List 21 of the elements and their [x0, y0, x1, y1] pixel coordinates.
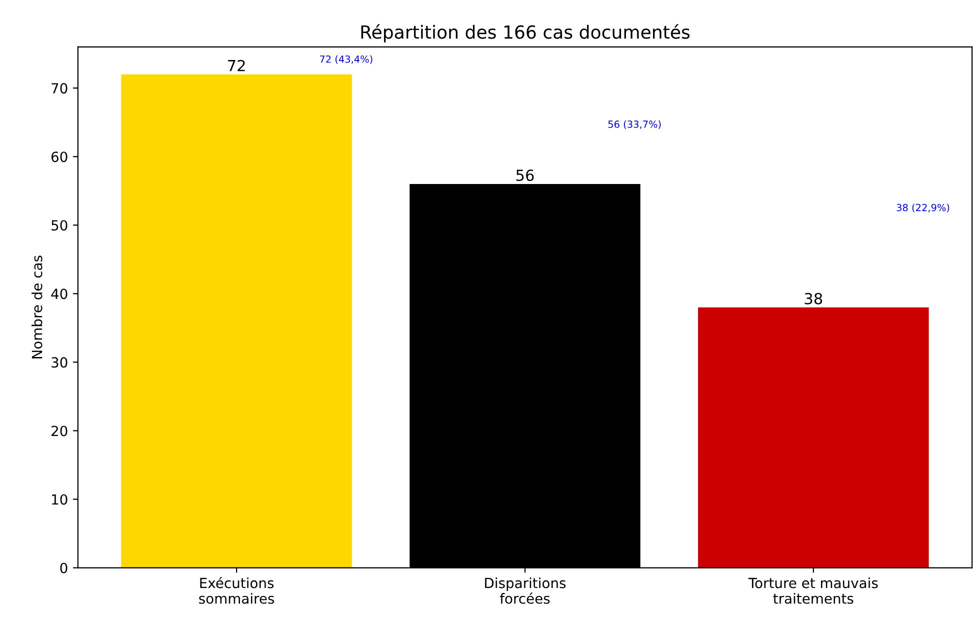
x-tick-label: Torture et mauvais traitements	[748, 578, 878, 604]
annotation: 38 (22,9%)	[896, 204, 950, 212]
annotation: 56 (33,7%)	[608, 120, 661, 130]
data-label: 38	[804, 292, 822, 304]
y-axis-title: Nombre de cas	[32, 256, 42, 358]
x-tick-label: Exécutions sommaires	[199, 576, 274, 604]
chart-title: Répartition des 166 cas documentés	[361, 24, 690, 42]
y-tick-label: 70	[52, 83, 68, 94]
y-tick-label: 30	[52, 357, 68, 368]
y-tick-label: 60	[51, 152, 68, 162]
bar	[698, 307, 929, 568]
data-label: 72	[228, 60, 245, 72]
y-tick-label: 10	[52, 494, 68, 505]
x-tick-label: Disparitions forcées	[485, 578, 566, 604]
data-label: 56	[516, 169, 534, 182]
bar	[121, 74, 352, 568]
y-tick-label: 20	[52, 426, 68, 436]
annotation: 72 (43,4%)	[320, 55, 372, 64]
y-tick-label: 0	[60, 562, 68, 574]
y-tick-label: 40	[51, 288, 68, 300]
y-tick-label: 50	[52, 220, 68, 231]
